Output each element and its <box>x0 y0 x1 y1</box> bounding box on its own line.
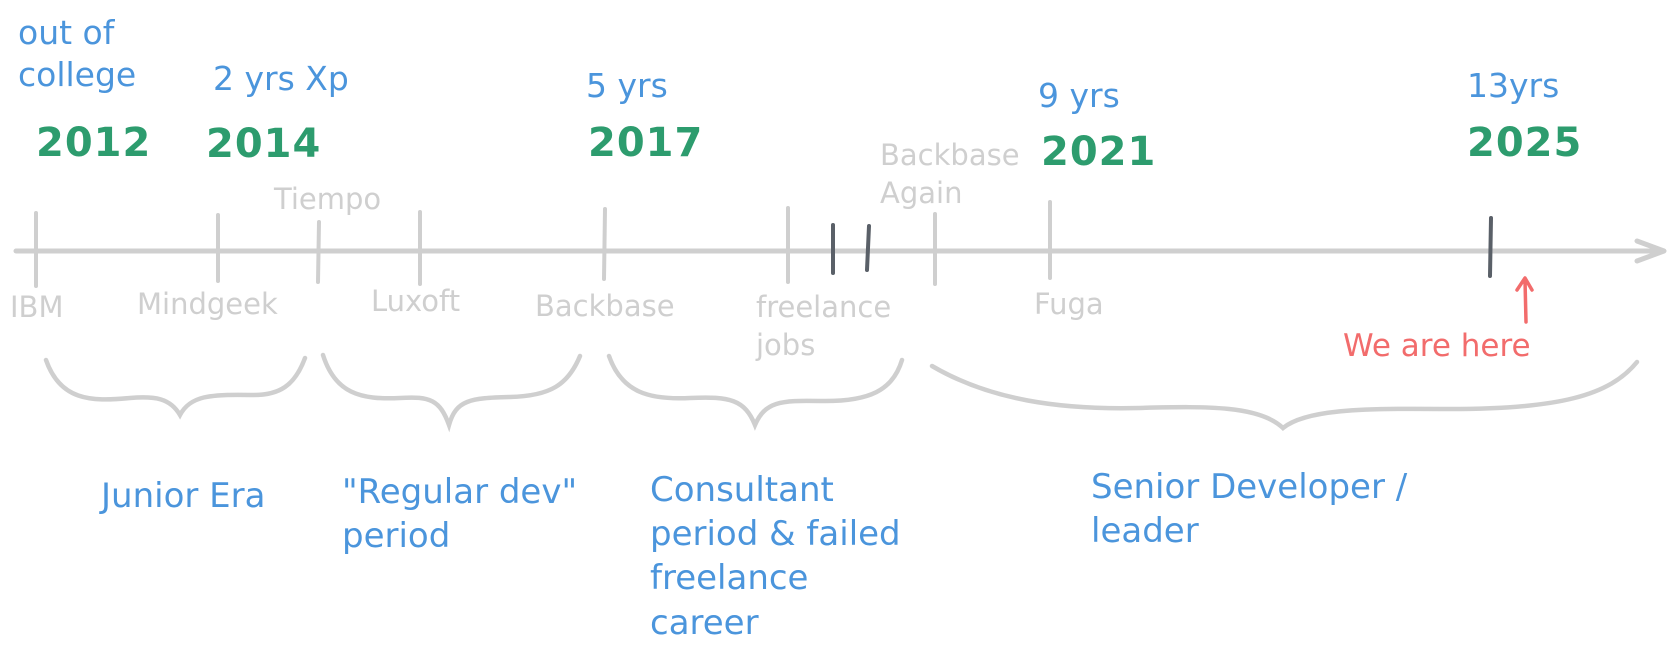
era-consultant: Consultant period & failed freelance car… <box>650 470 901 643</box>
company-mindgeek: Mindgeek <box>137 287 278 321</box>
company-tiempo: Tiempo <box>274 182 382 216</box>
milestone-note-2014: 2 yrs Xp <box>213 59 349 98</box>
year-2012: 2012 <box>36 120 152 166</box>
milestone-note-2012: out of college <box>18 13 137 95</box>
tick-dark-2 <box>865 224 871 272</box>
year-2021: 2021 <box>1041 129 1157 175</box>
year-2014: 2014 <box>206 121 322 167</box>
company-luxoft: Luxoft <box>371 284 461 318</box>
tick-tiempo <box>316 220 321 284</box>
tick-dark-2025 <box>1488 216 1493 278</box>
era-junior: Junior Era <box>101 476 266 516</box>
brace-regular-dev <box>320 352 583 433</box>
year-2017: 2017 <box>588 120 704 166</box>
era-senior: Senior Developer / leader <box>1091 467 1408 552</box>
we-are-here-label: We are here <box>1343 328 1531 364</box>
milestone-note-2021: 9 yrs <box>1038 76 1120 115</box>
brace-junior-era <box>43 355 308 420</box>
year-2025: 2025 <box>1467 120 1583 166</box>
company-ibm: IBM <box>10 290 64 324</box>
company-backbase-again: Backbase Again <box>880 138 1020 210</box>
tick-backbase <box>602 207 607 281</box>
company-backbase: Backbase <box>535 289 675 323</box>
timeline-axis <box>13 248 1658 254</box>
we-are-here-arrow <box>1515 276 1534 324</box>
company-freelance-jobs: freelance jobs <box>756 290 892 362</box>
brace-consultant <box>606 353 905 431</box>
era-regular-dev: "Regular dev" period <box>342 472 578 557</box>
company-fuga: Fuga <box>1034 287 1104 321</box>
brace-senior <box>929 359 1640 431</box>
timeline-arrowhead <box>1634 238 1667 264</box>
milestone-note-2017: 5 yrs <box>586 66 668 105</box>
milestone-note-2025: 13yrs <box>1467 66 1560 105</box>
